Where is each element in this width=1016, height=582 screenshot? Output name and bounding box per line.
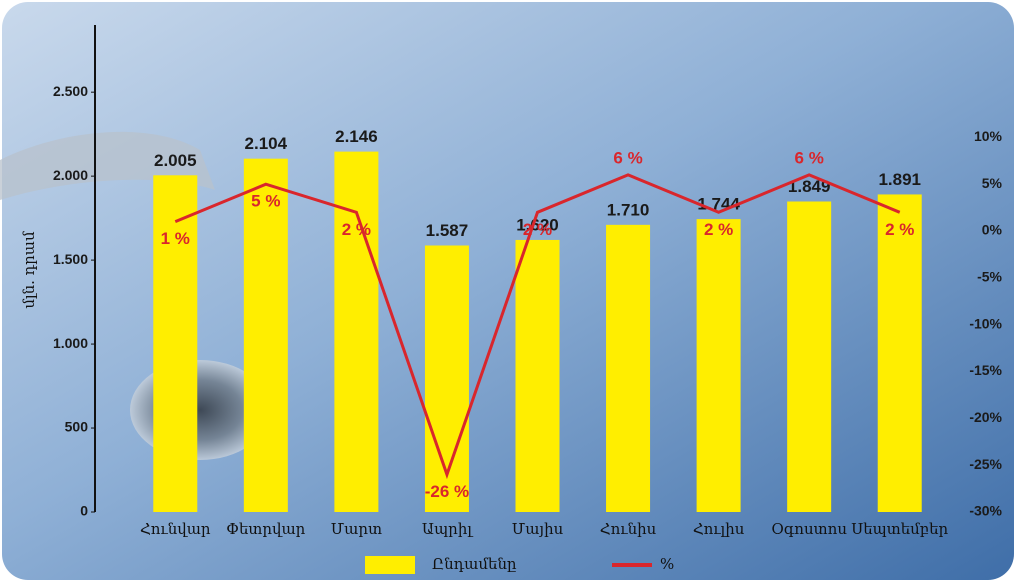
bar-value-label: 1.710 — [607, 200, 650, 219]
line-value-label: 5 % — [251, 192, 280, 211]
bar-value-label: 2.005 — [154, 151, 197, 170]
y2-tick-label: -25% — [969, 456, 1002, 472]
y2-tick-label: 5% — [982, 175, 1003, 191]
legend: Ընդամենը % — [365, 555, 674, 574]
y2-tick-label: -20% — [969, 409, 1002, 425]
y2-tick-label: -15% — [969, 362, 1002, 378]
legend-label: Ընդամենը — [432, 555, 517, 573]
x-tick-label: Օգոստոս — [771, 520, 847, 538]
x-tick-label: Մայիս — [512, 520, 564, 538]
y-tick-label: 1.000 — [53, 335, 88, 351]
line-value-label: 2 % — [342, 220, 371, 239]
bar — [696, 219, 741, 512]
bar-value-label: 1.891 — [878, 170, 921, 189]
x-tick-label: Ապրիլ — [422, 520, 473, 538]
bar — [787, 201, 832, 512]
y2-tick-label: -10% — [969, 315, 1002, 331]
y2-tick-label: 10% — [974, 128, 1003, 144]
y2-tick-label: 0% — [982, 222, 1003, 238]
y-tick-label: 1.500 — [53, 251, 88, 267]
y-tick-label: 2.000 — [53, 167, 88, 183]
line-value-label: 2 % — [523, 220, 552, 239]
line-value-label: 2 % — [885, 220, 914, 239]
bar — [243, 158, 288, 513]
bar — [606, 224, 651, 512]
y-tick-label: 0 — [80, 503, 88, 519]
bar-value-label: 1.849 — [788, 177, 831, 196]
x-tick-label: Սեպտեմբեր — [851, 520, 948, 538]
bar — [153, 175, 198, 512]
faucet-decor — [0, 131, 215, 200]
line-value-label: 6 % — [613, 148, 642, 167]
bar — [515, 239, 560, 512]
x-tick-label: Փետրվար — [226, 520, 305, 538]
y-tick-label: 2.500 — [53, 83, 88, 99]
y-axis-title: մլն. դրամ — [20, 231, 38, 309]
bar — [424, 245, 469, 512]
y2-tick-label: -5% — [977, 269, 1002, 285]
bar-value-label: 1.587 — [426, 221, 469, 240]
legend-label: % — [660, 555, 674, 573]
line-value-label: -26 % — [425, 482, 469, 501]
bar-value-label: 1.620 — [516, 215, 559, 234]
line-value-label: 1 % — [161, 229, 190, 248]
bar — [877, 194, 922, 512]
bar-value-label: 2.104 — [245, 134, 288, 153]
x-tick-label: Հունվար — [140, 520, 211, 538]
x-tick-label: Հուլիս — [693, 520, 745, 538]
line-value-label: 2 % — [704, 220, 733, 239]
y2-tick-label: -30% — [969, 503, 1002, 519]
x-tick-label: Մարտ — [331, 520, 382, 538]
line-value-label: 6 % — [795, 148, 824, 167]
bar-value-label: 2.146 — [335, 127, 378, 146]
bar — [334, 151, 379, 512]
line — [174, 173, 901, 480]
y-tick-label: 500 — [65, 419, 89, 435]
x-tick-label: Հունիս — [600, 520, 657, 538]
legend-swatch — [365, 556, 415, 574]
